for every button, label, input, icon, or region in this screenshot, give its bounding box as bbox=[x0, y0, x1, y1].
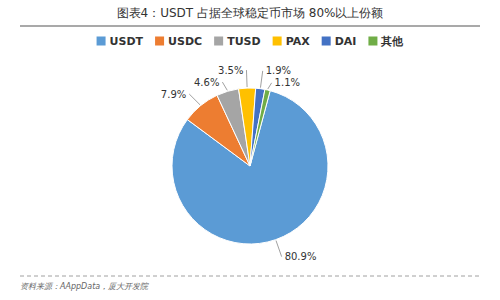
data-label: 4.6% bbox=[194, 77, 219, 88]
legend-label: 其他 bbox=[380, 35, 404, 48]
legend-label: DAI bbox=[335, 35, 357, 48]
leader-line bbox=[260, 71, 262, 88]
leader-line bbox=[189, 94, 200, 105]
data-label: 3.5% bbox=[218, 65, 243, 76]
slice bbox=[250, 89, 270, 166]
legend-item: DAI bbox=[322, 35, 357, 48]
legend: USDT USDC TUSD PAX DAI 其他 bbox=[97, 35, 405, 48]
pie bbox=[172, 88, 328, 244]
legend-swatch bbox=[155, 37, 164, 46]
leader-line bbox=[246, 70, 248, 87]
legend-label: TUSD bbox=[227, 35, 261, 48]
legend-item: 其他 bbox=[368, 35, 404, 48]
legend-label: USDT bbox=[110, 35, 144, 48]
legend-swatch bbox=[97, 37, 106, 46]
legend-swatch bbox=[368, 37, 377, 46]
legend-swatch bbox=[322, 37, 331, 46]
chart: 图表4：USDT 占据全球稳定币市场 80%以上份额 USDT USDC TUSD PA… bbox=[0, 0, 500, 300]
separator bbox=[20, 276, 480, 277]
legend-swatch bbox=[214, 37, 223, 46]
leader-line bbox=[268, 83, 272, 89]
data-label: 7.9% bbox=[161, 89, 186, 100]
leader-line bbox=[222, 82, 227, 90]
data-labels: 80.9% 7.9% 4.6%3.5% 1.9%1.1% bbox=[161, 65, 317, 263]
legend-item: USDT bbox=[97, 35, 144, 48]
data-label: 80.9% bbox=[285, 251, 317, 262]
legend-swatch bbox=[273, 37, 282, 46]
separator bbox=[20, 25, 480, 26]
data-label: 1.1% bbox=[275, 77, 300, 88]
data-label: 1.9% bbox=[266, 65, 291, 76]
legend-item: PAX bbox=[273, 35, 311, 48]
legend-item: USDC bbox=[155, 35, 202, 48]
legend-item: TUSD bbox=[214, 35, 261, 48]
title: 图表4：USDT 占据全球稳定币市场 80%以上份额 bbox=[117, 6, 384, 20]
legend-label: PAX bbox=[286, 35, 311, 48]
leader-line bbox=[276, 241, 282, 257]
legend-label: USDC bbox=[168, 35, 202, 48]
annotation: 资料来源：AAppData，厦大开发院 bbox=[20, 282, 149, 291]
